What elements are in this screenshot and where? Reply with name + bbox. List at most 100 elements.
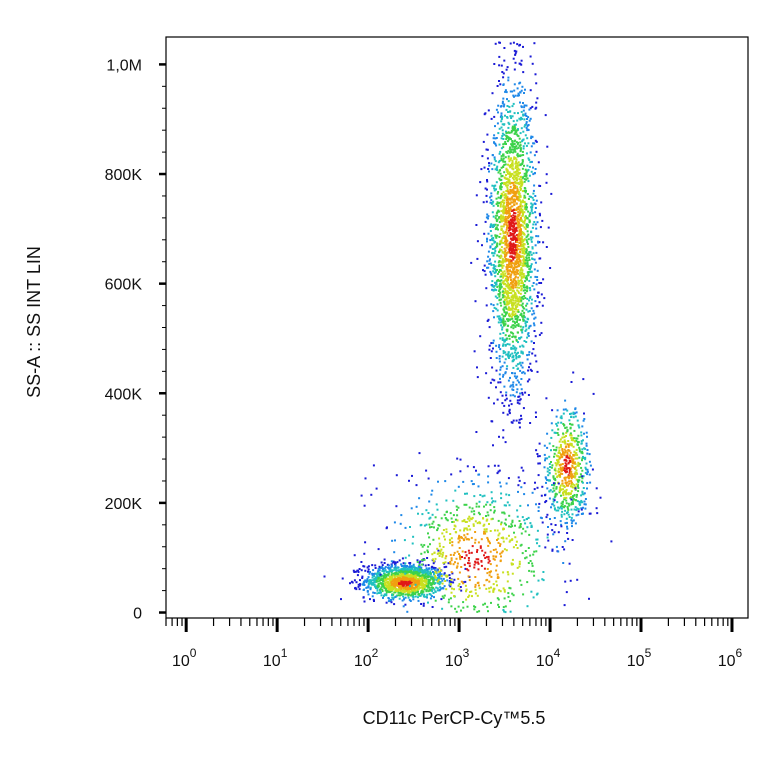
event-point (494, 142, 497, 145)
event-point (379, 567, 382, 570)
event-point (410, 590, 413, 593)
event-point (470, 536, 473, 539)
event-point (525, 144, 528, 147)
event-point (506, 231, 509, 234)
event-point (521, 391, 524, 394)
event-point (522, 593, 525, 596)
event-point (399, 592, 402, 594)
event-point (501, 313, 504, 316)
event-point (387, 588, 390, 591)
event-point (514, 262, 517, 265)
event-point (507, 76, 510, 79)
event-point (491, 92, 494, 95)
event-point (537, 579, 540, 582)
event-point (514, 186, 517, 189)
event-point (568, 457, 571, 460)
event-point (554, 495, 557, 498)
event-point (513, 157, 516, 160)
event-point (504, 323, 507, 326)
event-point (520, 207, 523, 210)
event-point (522, 297, 525, 300)
event-point (418, 563, 421, 566)
event-point (527, 369, 530, 372)
event-point (583, 432, 585, 435)
event-point (529, 560, 532, 562)
event-point (473, 605, 475, 608)
event-point (561, 436, 564, 439)
event-point (487, 168, 490, 170)
event-point (531, 62, 534, 65)
event-point (530, 195, 532, 198)
event-point (521, 224, 524, 227)
event-point (390, 587, 393, 590)
event-point (407, 593, 410, 596)
event-point (558, 470, 561, 473)
event-point (501, 321, 504, 324)
event-point (513, 314, 515, 316)
event-point (504, 235, 507, 238)
event-point (513, 236, 516, 239)
event-point (475, 558, 478, 561)
event-point (578, 476, 581, 479)
event-point (506, 365, 509, 368)
event-point (502, 225, 505, 228)
event-point (417, 599, 420, 602)
event-point (509, 539, 512, 542)
event-point (355, 588, 358, 591)
event-point (502, 319, 505, 321)
event-point (517, 297, 520, 300)
event-point (369, 579, 372, 582)
event-point (508, 586, 511, 589)
event-point (502, 317, 505, 320)
event-point (418, 587, 421, 589)
event-point (439, 552, 442, 555)
event-point (589, 481, 592, 484)
event-point (536, 538, 539, 541)
event-point (502, 232, 505, 235)
event-point (438, 580, 441, 583)
event-point (516, 235, 519, 238)
event-point (498, 143, 501, 146)
event-point (457, 537, 460, 540)
event-point (555, 446, 558, 449)
event-point (512, 381, 515, 384)
event-point (491, 378, 494, 381)
event-point (403, 598, 405, 601)
event-point (394, 539, 396, 542)
event-point (362, 581, 365, 584)
event-point (578, 456, 581, 459)
event-point (384, 581, 387, 584)
event-point (493, 156, 496, 159)
event-point (438, 537, 441, 540)
event-point (501, 365, 504, 368)
event-point (504, 371, 507, 374)
event-point (548, 442, 551, 445)
event-point (536, 486, 539, 489)
event-point (528, 258, 531, 261)
event-point (380, 577, 383, 580)
event-point (385, 574, 388, 577)
event-point (386, 582, 389, 584)
event-point (500, 126, 503, 129)
event-point (498, 55, 501, 58)
event-point (412, 573, 415, 576)
event-point (556, 475, 559, 478)
event-point (516, 272, 519, 275)
event-point (516, 166, 519, 169)
event-point (519, 208, 522, 211)
event-point (467, 562, 469, 565)
event-point (511, 261, 514, 264)
event-point (509, 376, 511, 379)
event-point (538, 282, 541, 284)
event-point (505, 138, 508, 141)
event-point (414, 593, 417, 595)
event-point (519, 271, 522, 274)
event-point (534, 223, 537, 226)
event-point (480, 168, 483, 171)
event-point (516, 509, 519, 512)
event-point (460, 609, 462, 612)
event-point (521, 280, 524, 283)
event-point (511, 233, 514, 236)
event-point (490, 601, 492, 604)
event-point (459, 470, 462, 473)
